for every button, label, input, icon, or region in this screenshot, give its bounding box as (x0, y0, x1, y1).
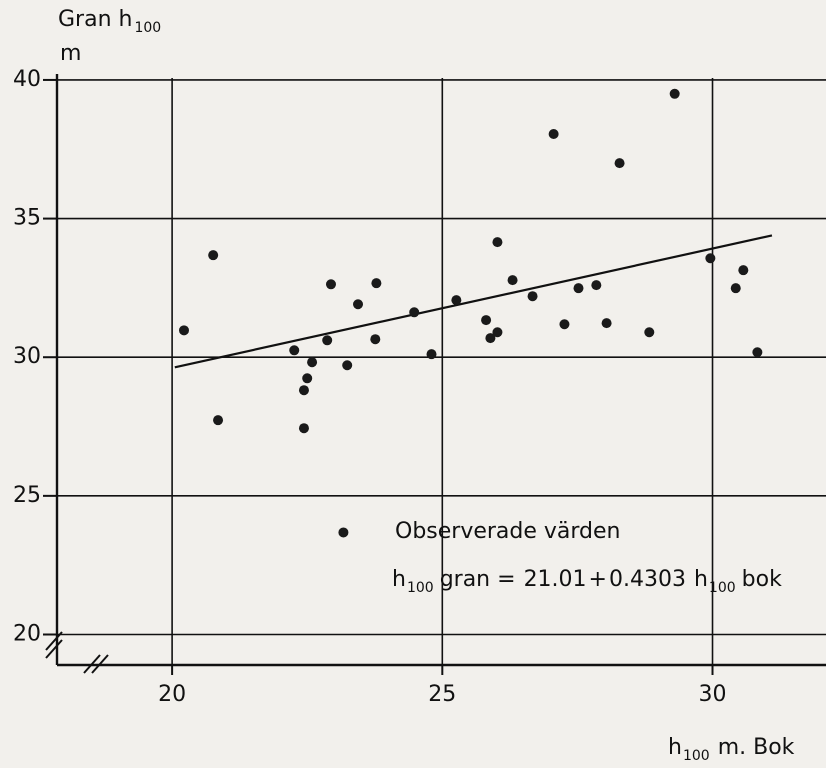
x-tick-label: 30 (699, 682, 727, 707)
point (371, 278, 382, 289)
point (591, 280, 602, 291)
point (573, 283, 584, 294)
equation: h100 gran = 21.01+0.4303 h100 bok (392, 567, 782, 596)
point (208, 250, 219, 261)
point (492, 237, 503, 248)
y-tick-label: 30 (13, 344, 41, 369)
y-axis-unit: m (60, 41, 81, 66)
eq-part: h (392, 567, 406, 592)
x-tick-label: 25 (428, 682, 456, 707)
eq-part: + (589, 567, 607, 592)
point (322, 335, 333, 346)
point (752, 347, 763, 358)
point (614, 158, 625, 169)
regression-line (174, 234, 773, 369)
point (730, 283, 741, 294)
y-tick-label: 35 (13, 206, 41, 231)
point (527, 291, 538, 302)
x-label-sub: 100 (683, 748, 710, 764)
point (353, 299, 364, 310)
point (451, 295, 462, 306)
y-label-text: Gran h (58, 7, 132, 32)
point (738, 265, 749, 276)
x-axis-label: h100 m. Bok (668, 735, 795, 764)
eq-part: gran = (440, 567, 516, 592)
point (492, 327, 503, 338)
eq-slope: 0.4303 (609, 567, 686, 592)
point (426, 349, 437, 360)
point (298, 423, 309, 434)
point (409, 307, 420, 318)
point (325, 279, 336, 290)
point (289, 345, 300, 356)
y-axis-label: Gran h 100 (58, 7, 161, 36)
y-tick-label: 25 (13, 483, 41, 508)
eq-sub: 100 (709, 580, 736, 596)
point (548, 129, 559, 140)
point (485, 333, 496, 344)
point (705, 253, 716, 264)
eq-sub: 100 (407, 580, 434, 596)
point (559, 319, 570, 330)
point (669, 88, 680, 99)
point (307, 357, 318, 368)
axis-breaks (45, 631, 109, 674)
point (213, 415, 224, 426)
annotation: Observerade värden (395, 519, 621, 544)
eq-part: h (694, 567, 708, 592)
eq-part: bok (742, 567, 782, 592)
point (342, 360, 353, 371)
y-label-sub: 100 (134, 20, 161, 36)
point (507, 275, 518, 286)
point (302, 373, 313, 384)
point (178, 325, 189, 336)
point (644, 327, 655, 338)
x-tick-label: 20 (158, 682, 186, 707)
point (601, 318, 612, 329)
x-label-unit: m. Bok (718, 735, 795, 760)
y-tick-label: 40 (13, 67, 41, 92)
point (338, 527, 349, 538)
point (298, 385, 309, 396)
point (370, 334, 381, 345)
point (481, 315, 492, 326)
eq-intercept: 21.01 (524, 567, 587, 592)
y-tick-label: 20 (13, 621, 41, 646)
x-label-text: h (668, 735, 682, 760)
